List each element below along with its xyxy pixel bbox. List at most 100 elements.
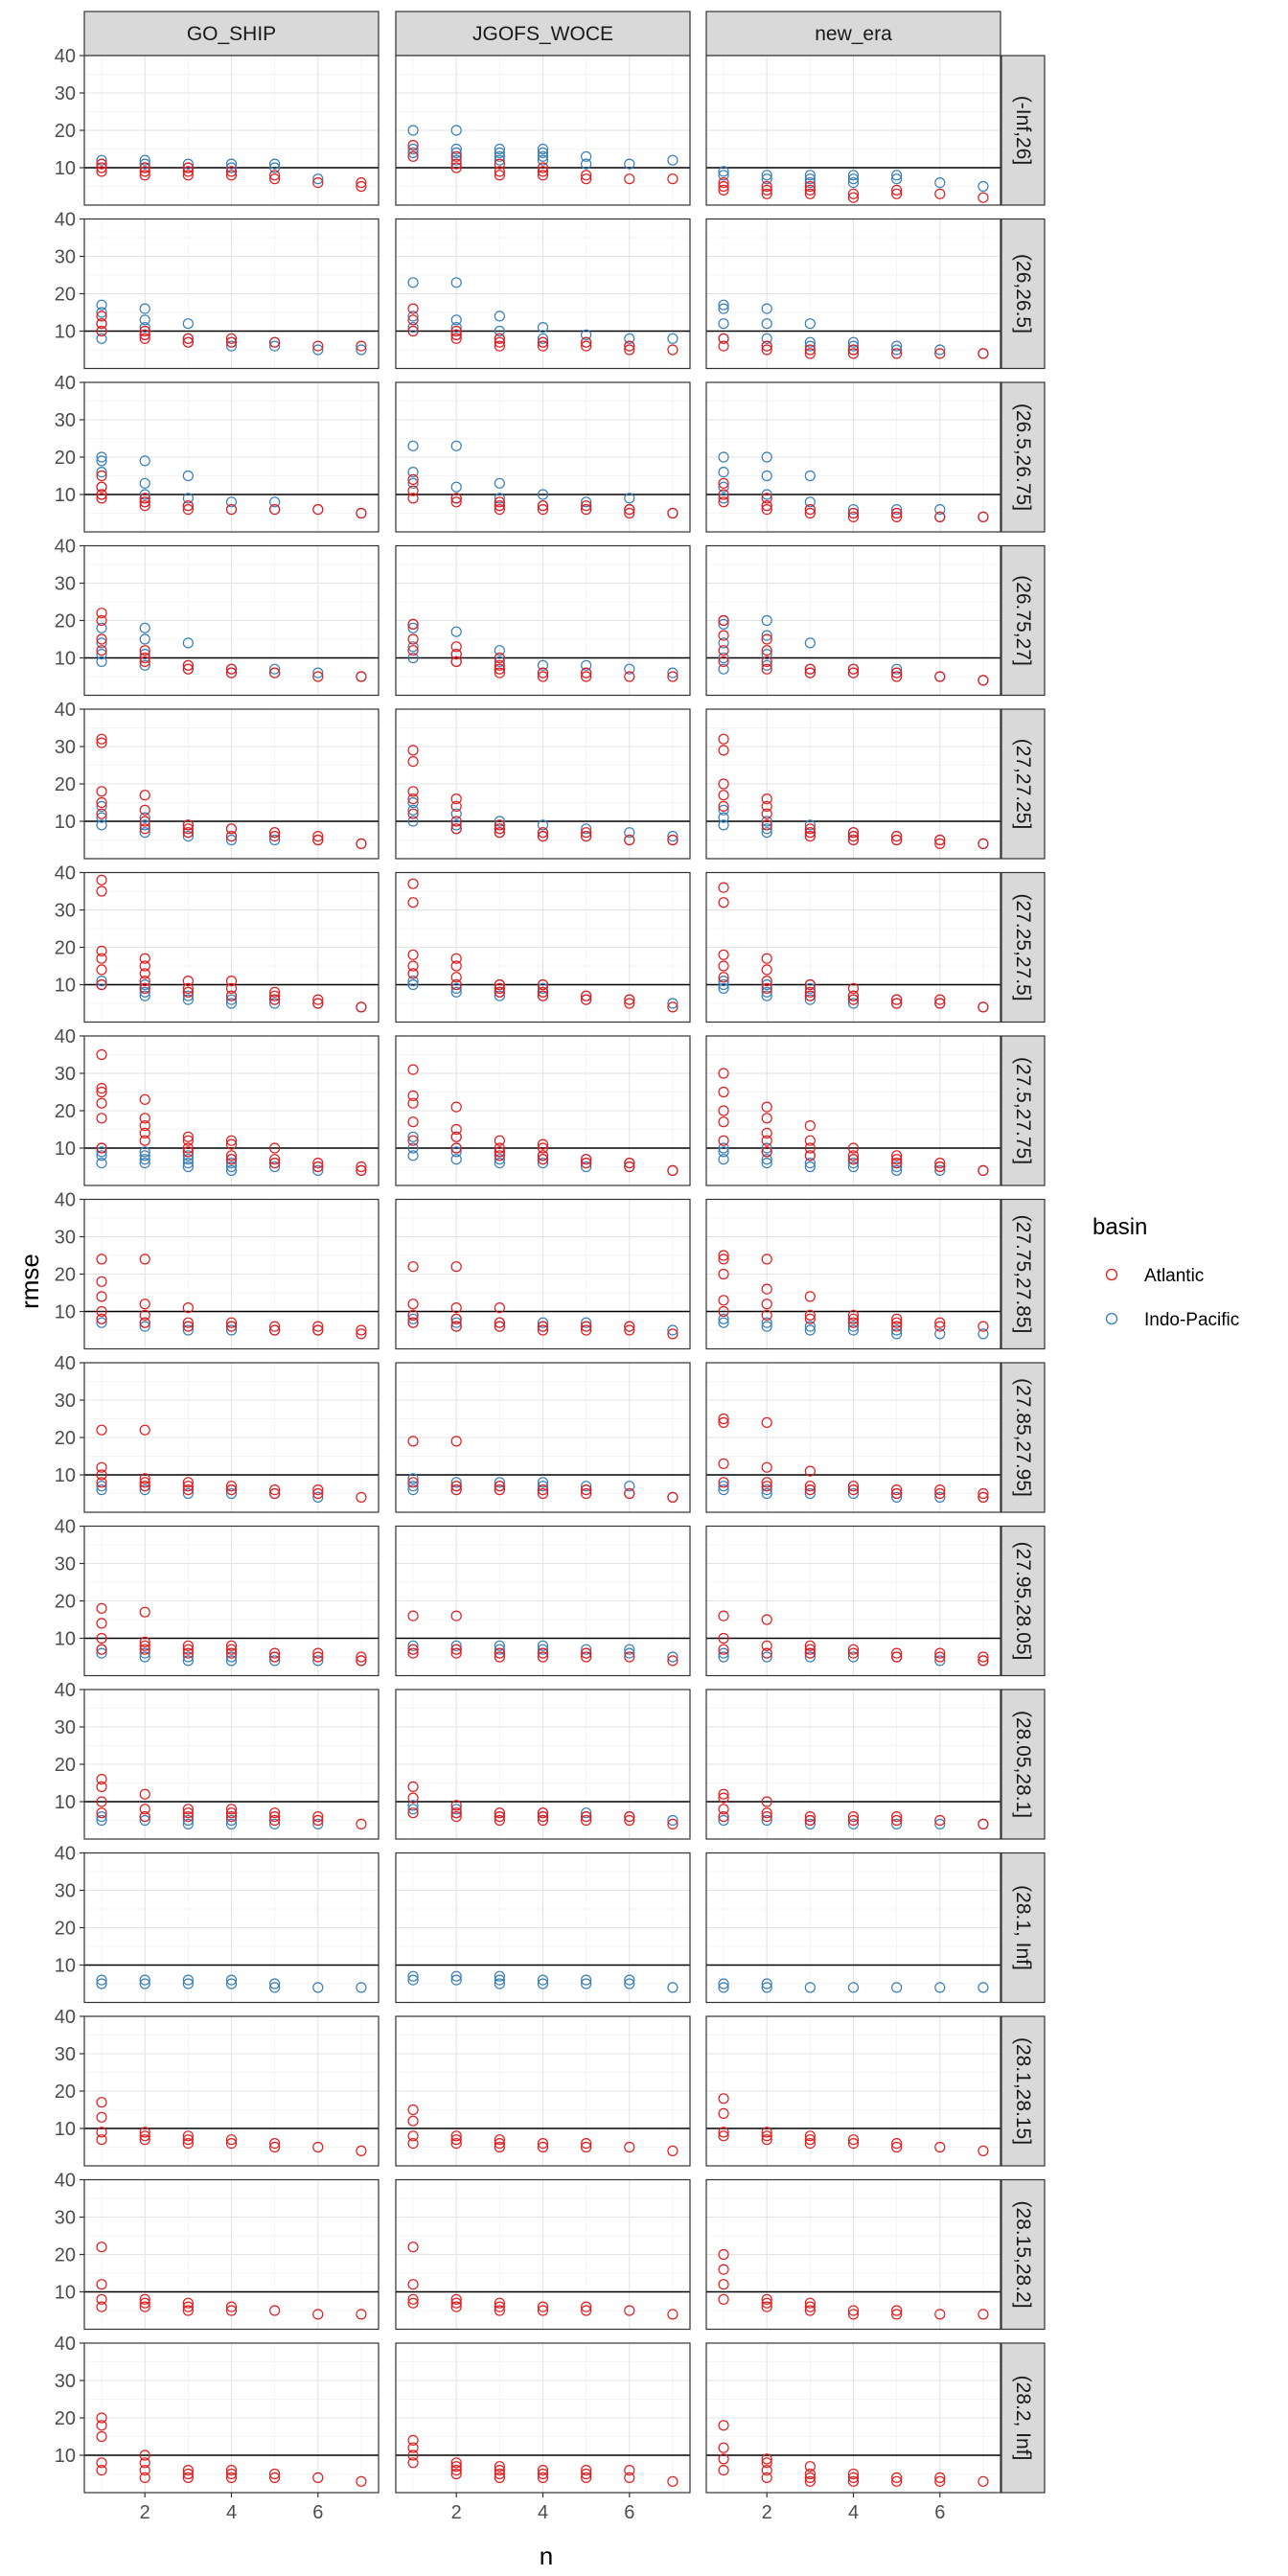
data-point-atlantic xyxy=(450,496,462,508)
data-point-atlantic xyxy=(891,1157,903,1169)
data-point-indo-pacific xyxy=(269,340,281,352)
data-point-atlantic xyxy=(494,823,505,835)
data-point-atlantic xyxy=(96,318,107,330)
data-point-atlantic xyxy=(139,1640,150,1651)
data-point-atlantic xyxy=(96,2134,107,2146)
data-point-atlantic xyxy=(269,2141,281,2153)
y-tick-label: 10 xyxy=(55,485,76,506)
data-point-atlantic xyxy=(978,2309,989,2320)
data-point-atlantic xyxy=(269,336,281,348)
panel-border xyxy=(395,1852,691,2004)
data-point-atlantic xyxy=(537,990,549,1001)
data-point-indo-pacific xyxy=(139,154,150,166)
y-tick-label: 10 xyxy=(55,158,76,179)
panel-border xyxy=(705,1689,1001,1840)
data-point-atlantic xyxy=(139,1127,150,1139)
data-point-atlantic xyxy=(718,949,729,960)
data-point-indo-pacific xyxy=(407,477,419,489)
data-point-atlantic xyxy=(624,1321,635,1332)
data-point-atlantic xyxy=(718,1105,729,1116)
data-point-indo-pacific xyxy=(139,1321,150,1332)
data-point-atlantic xyxy=(891,998,903,1009)
data-point-atlantic xyxy=(761,1481,772,1492)
data-point-atlantic xyxy=(624,173,635,185)
row-strip-label: (27.25,27.5] xyxy=(1012,893,1034,1000)
data-point-indo-pacific xyxy=(182,1161,194,1173)
data-point-indo-pacific xyxy=(934,1328,946,1340)
data-point-indo-pacific xyxy=(718,1651,729,1663)
data-point-indo-pacific xyxy=(624,827,635,839)
data-point-atlantic xyxy=(494,158,505,170)
data-point-indo-pacific xyxy=(934,503,946,516)
data-point-atlantic xyxy=(494,2138,505,2150)
data-point-atlantic xyxy=(891,2475,903,2487)
data-point-atlantic xyxy=(494,500,505,512)
data-point-atlantic xyxy=(182,663,194,675)
data-point-indo-pacific xyxy=(494,1978,505,1990)
data-point-atlantic xyxy=(450,978,462,991)
row-strip-label: (28.05,28.1] xyxy=(1012,1711,1034,1818)
data-point-atlantic xyxy=(761,344,772,356)
data-point-atlantic xyxy=(761,1113,772,1124)
data-point-atlantic xyxy=(494,1807,505,1819)
facet-panel xyxy=(395,2342,691,2494)
data-point-atlantic xyxy=(537,1154,549,1165)
data-point-atlantic xyxy=(450,2293,462,2305)
panel-border xyxy=(705,1035,1001,1186)
data-point-atlantic xyxy=(450,960,462,972)
data-point-indo-pacific xyxy=(96,1974,107,1986)
data-point-indo-pacific xyxy=(494,143,505,155)
data-point-atlantic xyxy=(718,2264,729,2275)
panel-border xyxy=(395,1198,691,1350)
data-point-atlantic xyxy=(450,1123,462,1136)
data-point-atlantic xyxy=(182,2472,194,2483)
data-point-atlantic xyxy=(891,1313,903,1324)
data-point-atlantic xyxy=(407,1135,419,1146)
data-point-atlantic xyxy=(96,2111,107,2123)
row-strip xyxy=(1000,1852,1046,2004)
data-point-indo-pacific xyxy=(407,978,419,991)
y-tick-label: 40 xyxy=(55,1353,76,1374)
data-point-indo-pacific xyxy=(934,1818,946,1830)
data-point-indo-pacific xyxy=(804,637,816,649)
data-point-indo-pacific xyxy=(494,1970,505,1982)
data-point-indo-pacific xyxy=(847,1487,860,1500)
data-point-atlantic xyxy=(312,671,324,682)
data-point-atlantic xyxy=(407,140,419,151)
y-tick-label: 20 xyxy=(55,774,76,795)
data-point-indo-pacific xyxy=(624,1978,635,1990)
data-point-indo-pacific xyxy=(139,158,150,170)
data-point-atlantic xyxy=(407,618,419,631)
data-point-atlantic xyxy=(269,1142,281,1154)
data-point-atlantic xyxy=(847,1313,860,1324)
data-point-atlantic xyxy=(761,180,772,193)
data-point-atlantic xyxy=(494,336,505,348)
y-tick-label: 30 xyxy=(55,2044,76,2065)
data-point-indo-pacific xyxy=(624,663,635,675)
data-point-atlantic xyxy=(978,2475,989,2487)
data-point-indo-pacific xyxy=(96,1814,107,1827)
data-point-atlantic xyxy=(96,1291,107,1302)
data-point-atlantic xyxy=(891,1150,903,1162)
data-point-atlantic xyxy=(804,180,816,193)
data-point-indo-pacific xyxy=(934,344,946,356)
data-point-indo-pacific xyxy=(761,1317,772,1328)
data-point-indo-pacific xyxy=(407,147,419,158)
data-point-atlantic xyxy=(847,2138,860,2150)
data-point-atlantic xyxy=(804,2468,816,2480)
row-strip-label: (28.1, Inf] xyxy=(1012,1885,1034,1970)
data-point-atlantic xyxy=(718,2465,729,2476)
data-point-atlantic xyxy=(891,184,903,196)
data-point-atlantic xyxy=(804,1142,816,1154)
data-point-atlantic xyxy=(537,2305,549,2316)
data-point-atlantic xyxy=(96,493,107,504)
data-point-atlantic xyxy=(356,671,367,682)
data-point-indo-pacific xyxy=(804,1324,816,1336)
data-point-atlantic xyxy=(225,1807,238,1819)
data-point-indo-pacific xyxy=(761,823,772,835)
data-point-indo-pacific xyxy=(96,455,107,467)
data-point-atlantic xyxy=(624,994,635,1005)
panel-border xyxy=(395,1525,691,1677)
data-point-atlantic xyxy=(96,2279,107,2290)
data-point-indo-pacific xyxy=(761,816,772,827)
